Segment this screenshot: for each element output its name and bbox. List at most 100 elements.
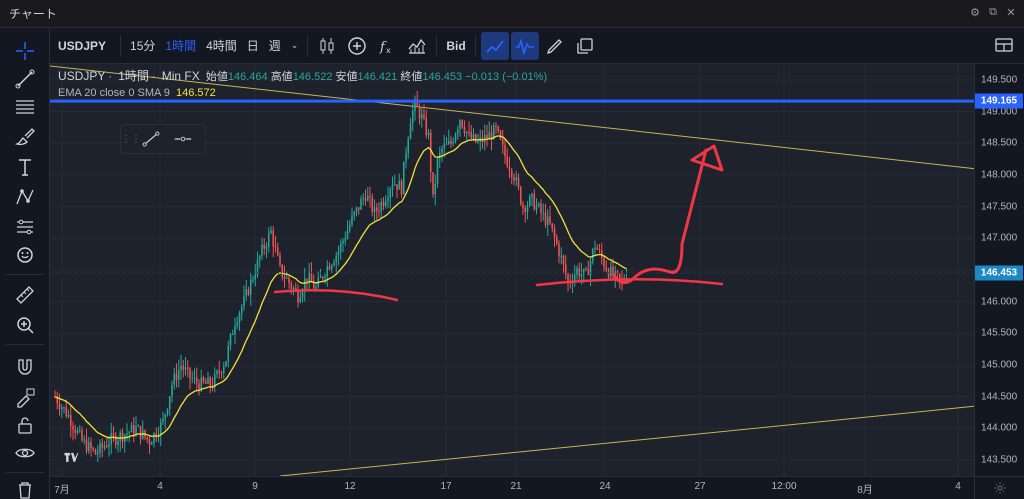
candle-body xyxy=(441,148,443,154)
candles-icon[interactable] xyxy=(313,32,341,60)
text-icon[interactable] xyxy=(12,154,38,180)
candle-body xyxy=(560,255,563,257)
candle-body xyxy=(333,262,335,266)
eye-icon[interactable] xyxy=(12,440,38,466)
candle-body xyxy=(285,277,288,279)
add-indicator-icon[interactable] xyxy=(343,32,371,60)
trash-icon[interactable] xyxy=(12,477,38,499)
candle-body xyxy=(74,429,77,433)
candle-body xyxy=(69,414,72,427)
lock-drawing-icon[interactable] xyxy=(12,384,38,410)
settings-icon[interactable]: ⚙ xyxy=(970,7,980,19)
candle-body xyxy=(555,237,558,244)
candle-body xyxy=(519,187,522,204)
ruler-icon[interactable] xyxy=(12,282,38,308)
trendline-icon[interactable] xyxy=(12,66,38,92)
interval-dropdown[interactable]: ⌄ xyxy=(286,34,304,58)
price-chart[interactable] xyxy=(50,64,974,476)
fib-icon[interactable] xyxy=(12,94,38,120)
forecast-icon[interactable] xyxy=(12,214,38,240)
time-axis-label: 27 xyxy=(694,481,706,492)
candle-body xyxy=(283,276,286,279)
interval-4h[interactable]: 4時間 xyxy=(206,39,237,53)
candle-body xyxy=(281,264,284,277)
candle-body xyxy=(254,274,257,280)
price-axis-label: 147.500 xyxy=(981,201,1018,213)
price-axis-label: 146.000 xyxy=(981,296,1018,308)
candle-body xyxy=(76,430,79,433)
crosshair-icon[interactable] xyxy=(12,38,38,64)
tradingview-logo[interactable] xyxy=(58,444,84,470)
candle-body xyxy=(229,334,232,346)
interval-1h[interactable]: 1時間 xyxy=(165,39,197,53)
zoom-icon[interactable] xyxy=(12,312,38,338)
candle-body xyxy=(400,180,403,195)
candle-body xyxy=(353,211,356,216)
candle-body xyxy=(297,289,299,303)
candle-body xyxy=(414,98,416,111)
time-axis[interactable]: 7月 4 9 12 17 21 24 27 12:00 8月 4 xyxy=(50,476,974,499)
candle-body xyxy=(261,244,263,257)
copy-icon[interactable] xyxy=(571,32,599,60)
layout-icon[interactable] xyxy=(990,32,1018,60)
candle-body xyxy=(551,223,554,229)
candle-body xyxy=(78,430,81,432)
time-axis-label: 4 xyxy=(955,481,961,492)
candle-body xyxy=(213,374,216,388)
candle-body xyxy=(153,433,155,444)
candle-body xyxy=(609,266,612,277)
candle-body xyxy=(319,276,322,279)
interval-week[interactable]: 週 xyxy=(268,39,281,53)
legend-close-label: 終値 xyxy=(400,71,423,83)
pattern-icon[interactable] xyxy=(12,184,38,210)
candle-body xyxy=(130,425,133,433)
candle-body xyxy=(380,202,383,212)
legend-symbol: USDJPY xyxy=(58,69,106,83)
brush-icon[interactable] xyxy=(12,124,38,150)
candle-body xyxy=(490,132,493,140)
interval-day[interactable]: 日 xyxy=(246,39,259,53)
candle-body xyxy=(405,153,407,162)
symbol-selector[interactable]: USDJPY xyxy=(58,38,107,53)
candle-body xyxy=(339,243,342,252)
candle-body xyxy=(495,125,497,127)
trendline-style-icon[interactable] xyxy=(135,126,167,152)
close-icon[interactable]: ✕ xyxy=(1006,7,1016,19)
drag-handle-icon[interactable]: ⋮⋮ xyxy=(121,133,141,145)
candle-body xyxy=(375,207,378,211)
candle-body xyxy=(537,203,540,206)
candle-body xyxy=(117,440,119,445)
candle-body xyxy=(274,246,277,248)
candle-body xyxy=(382,202,385,206)
candle-body xyxy=(411,110,414,124)
price-axis[interactable]: 149.500 149.000 148.500 148.000 147.500 147.0… xyxy=(974,64,1024,476)
candle-body xyxy=(535,205,538,210)
lock-icon[interactable] xyxy=(12,412,38,438)
popout-icon[interactable]: ⧉ xyxy=(989,6,997,18)
candle-body xyxy=(279,255,281,265)
window-titlebar: チャート ⚙ ⧉ ✕ xyxy=(0,0,1024,28)
candle-body xyxy=(105,446,108,448)
candle-body xyxy=(465,131,468,134)
magnet-icon[interactable] xyxy=(12,354,38,380)
candle-body xyxy=(567,274,569,282)
emoji-icon[interactable] xyxy=(12,242,38,268)
wave-icon[interactable] xyxy=(510,31,539,60)
axis-settings-icon[interactable] xyxy=(974,476,1024,499)
candle-body xyxy=(542,212,545,214)
candle-body xyxy=(432,172,434,195)
candle-body xyxy=(290,283,293,289)
compare-icon[interactable] xyxy=(403,32,431,60)
line-tool-icon[interactable] xyxy=(480,31,509,60)
ema-legend-value: 146.572 xyxy=(176,87,216,99)
line-style-icon[interactable] xyxy=(167,126,199,152)
interval-15m[interactable]: 15分 xyxy=(130,39,156,53)
candle-body xyxy=(418,107,421,119)
legend-low: 146.421 xyxy=(357,71,398,83)
brush-tool-icon[interactable] xyxy=(541,32,569,60)
candle-body xyxy=(461,120,464,128)
bid-toggle[interactable]: Bid xyxy=(446,38,466,53)
chart-pane[interactable]: USDJPY · 1時間 · Min FX 始値146.464 高値146.52… xyxy=(50,64,974,476)
candle-body xyxy=(549,216,551,224)
